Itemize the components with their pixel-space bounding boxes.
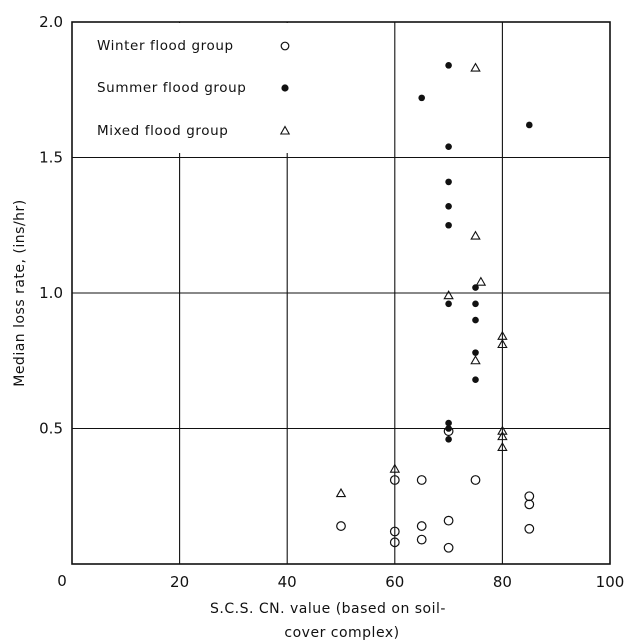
legend-label-mixed: Mixed flood group xyxy=(97,123,228,139)
point-winter xyxy=(416,475,427,485)
point-summer xyxy=(445,419,452,427)
point-mixed xyxy=(335,487,347,498)
x-tick-label: 80 xyxy=(493,573,512,591)
point-winter xyxy=(336,521,346,531)
point-mixed xyxy=(443,290,454,300)
point-summer xyxy=(445,221,452,229)
point-winter xyxy=(389,537,400,548)
origin-label: 0 xyxy=(57,572,67,590)
point-mixed xyxy=(470,230,481,240)
point-winter xyxy=(470,475,481,485)
y-tick-label: 0.5 xyxy=(39,420,63,438)
point-summer xyxy=(445,143,452,150)
y-tick-label: 1.0 xyxy=(39,284,63,302)
point-winter xyxy=(443,542,454,553)
data-points xyxy=(335,62,535,553)
tick-labels: 20 40 60 80 100 0.5 1.0 1.5 2.0 0 xyxy=(39,13,624,591)
x-axis-label-line1: S.C.S. CN. value (based on soil- xyxy=(210,601,446,617)
point-mixed xyxy=(497,431,508,441)
x-tick-label: 60 xyxy=(385,573,404,591)
point-mixed xyxy=(497,425,508,435)
legend-marker-summer xyxy=(281,84,289,92)
legend-label-summer: Summer flood group xyxy=(97,80,246,96)
point-winter xyxy=(389,526,400,537)
x-tick-label: 40 xyxy=(278,573,297,591)
point-summer xyxy=(418,94,426,102)
point-summer xyxy=(526,121,533,129)
legend: Winter flood group Summer flood group Mi… xyxy=(73,23,321,153)
point-mixed xyxy=(497,338,508,349)
x-tick-label: 100 xyxy=(596,573,625,591)
point-winter xyxy=(443,515,454,526)
point-winter xyxy=(416,534,427,545)
point-mixed xyxy=(470,355,481,365)
point-mixed xyxy=(389,463,401,473)
point-mixed xyxy=(470,62,481,72)
point-winter xyxy=(389,475,400,485)
legend-marker-winter xyxy=(280,41,290,51)
y-tick-label: 2.0 xyxy=(39,13,63,31)
point-summer xyxy=(445,62,452,69)
point-winter xyxy=(524,499,535,510)
point-winter xyxy=(524,523,535,534)
point-winter xyxy=(416,521,427,531)
point-summer xyxy=(445,436,452,443)
point-summer xyxy=(445,300,452,308)
point-summer xyxy=(472,349,479,356)
point-summer xyxy=(472,376,479,384)
point-summer xyxy=(472,316,479,324)
legend-label-winter: Winter flood group xyxy=(97,38,234,54)
point-summer xyxy=(472,284,479,291)
legend-box xyxy=(73,23,321,153)
point-summer xyxy=(472,300,479,308)
point-summer xyxy=(445,178,452,186)
point-mixed xyxy=(475,276,487,286)
point-mixed xyxy=(497,441,508,452)
y-axis-label: Median loss rate, (ins/hr) xyxy=(12,199,28,387)
x-axis-label-line2: cover complex) xyxy=(284,625,399,641)
y-tick-label: 1.5 xyxy=(39,149,63,167)
point-summer xyxy=(445,202,452,210)
point-summer xyxy=(445,425,452,432)
legend-marker-mixed xyxy=(279,125,291,135)
x-tick-label: 20 xyxy=(170,573,189,591)
